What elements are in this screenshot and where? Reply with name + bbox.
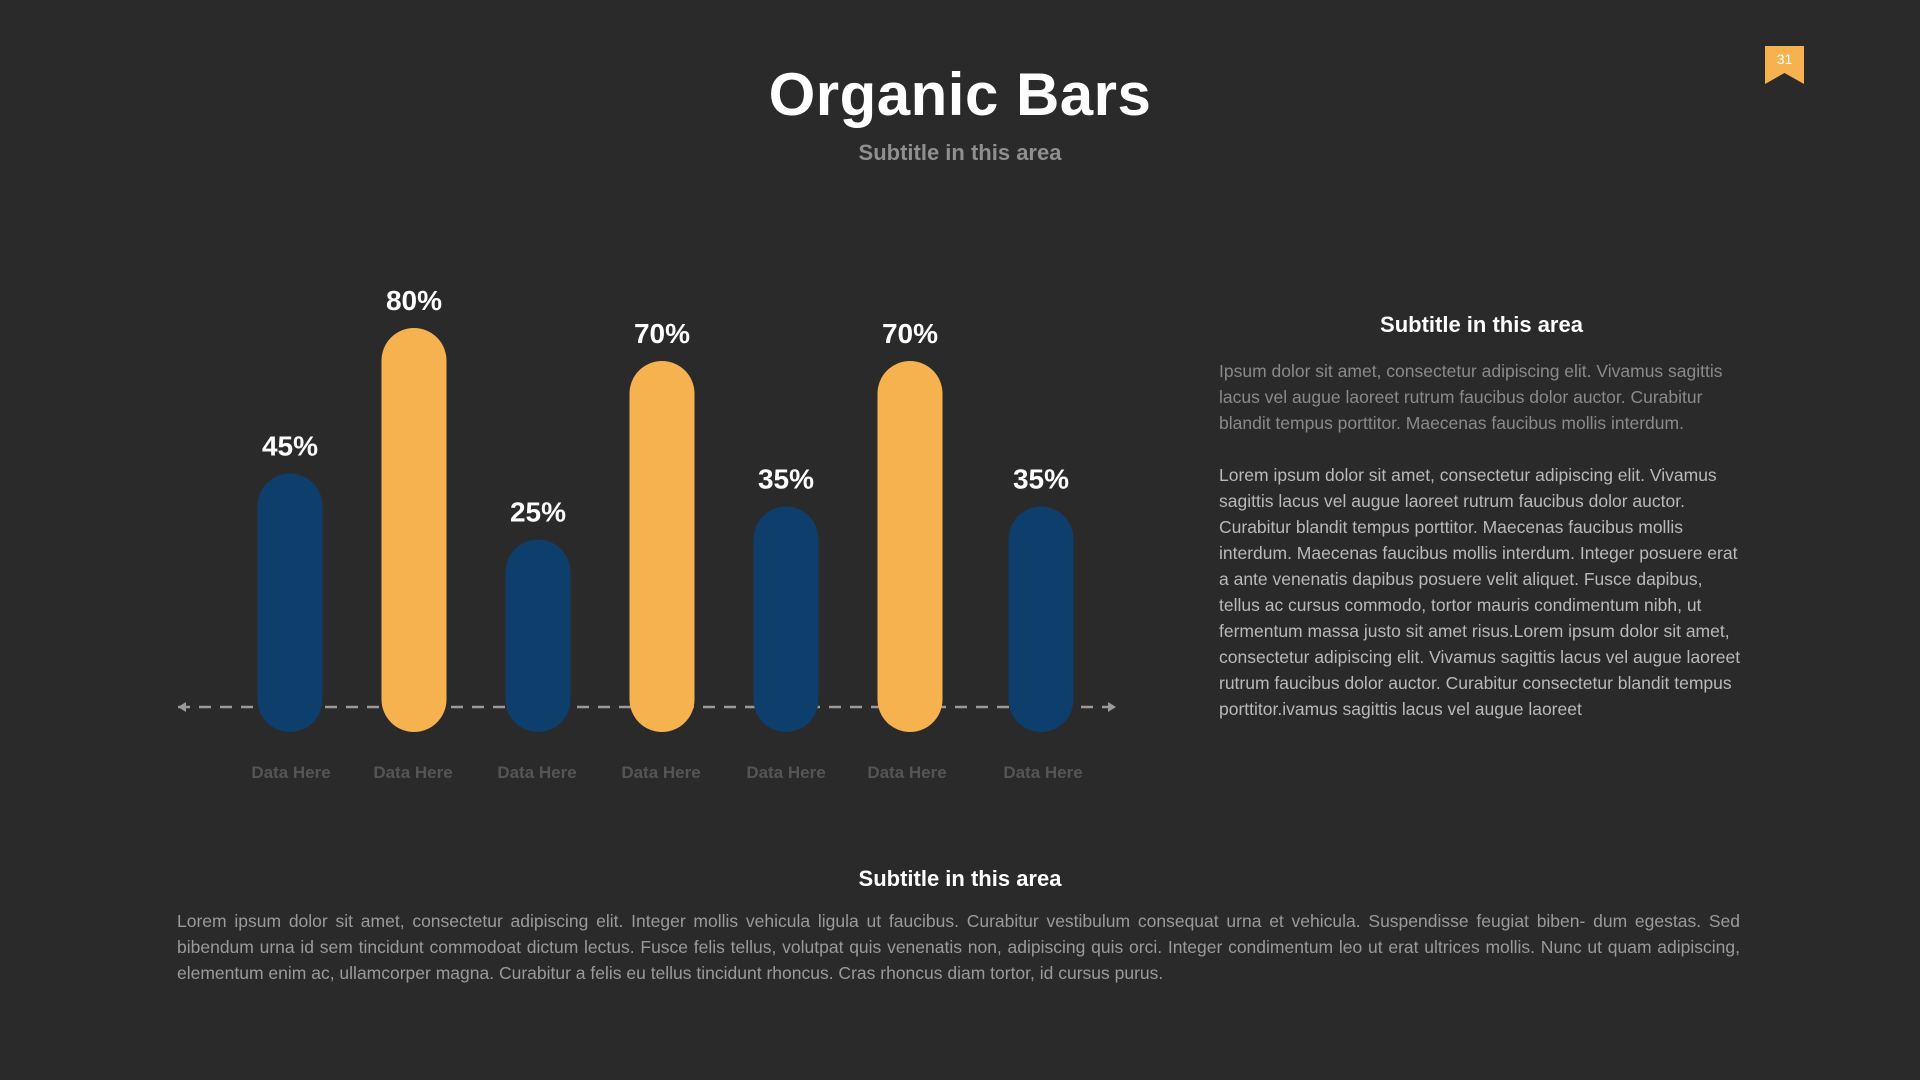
category-label-6: Data Here (867, 763, 946, 782)
value-label-2: 80% (386, 285, 442, 316)
page-subtitle: Subtitle in this area (858, 140, 1062, 165)
side-paragraph-1: Ipsum dolor sit amet, consectetur adipis… (1219, 361, 1723, 433)
category-label-5: Data Here (746, 763, 825, 782)
bookmark-icon (1765, 46, 1804, 84)
axis-arrow-right (1108, 702, 1116, 712)
category-label-4: Data Here (621, 763, 700, 782)
page-title: Organic Bars (768, 61, 1152, 128)
category-label-1: Data Here (251, 763, 330, 782)
value-label-7: 35% (1013, 464, 1069, 495)
page-number-badge: 31 (1765, 46, 1804, 84)
page-number: 31 (1776, 51, 1793, 67)
category-label-2: Data Here (373, 763, 452, 782)
category-label-3: Data Here (497, 763, 576, 782)
side-paragraph-2: Lorem ipsum dolor sit amet, consectetur … (1219, 465, 1741, 719)
bar-6 (877, 361, 943, 732)
bar-3 (505, 539, 571, 732)
bar-1 (257, 473, 323, 732)
value-label-5: 35% (758, 464, 814, 495)
category-label-7: Data Here (1003, 763, 1082, 782)
value-label-3: 25% (510, 497, 566, 528)
bar-7 (1008, 506, 1074, 732)
value-label-1: 45% (262, 431, 318, 462)
side-heading: Subtitle in this area (1380, 312, 1583, 337)
bottom-paragraph: Lorem ipsum dolor sit amet, consectetur … (177, 911, 1740, 983)
bar-4 (629, 361, 695, 732)
value-label-4: 70% (634, 318, 690, 349)
axis-arrow-left (178, 702, 186, 712)
value-label-6: 70% (882, 318, 938, 349)
bottom-heading: Subtitle in this area (858, 866, 1062, 891)
bar-2 (381, 328, 447, 732)
bar-5 (753, 506, 819, 732)
side-text-panel: Subtitle in this area Ipsum dolor sit am… (1219, 312, 1744, 722)
